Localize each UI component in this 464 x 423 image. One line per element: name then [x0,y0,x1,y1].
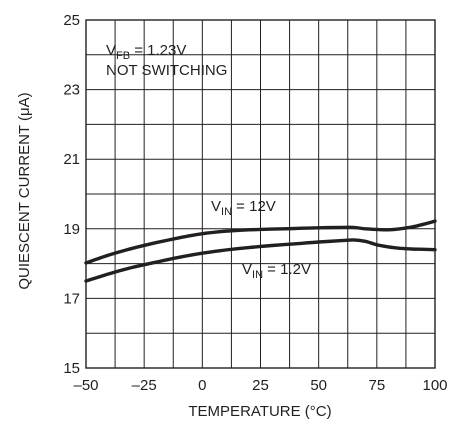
x-tick-label: –25 [132,377,157,394]
x-tick-labels: –50 –25 0 25 50 75 100 [73,377,447,394]
y-axis-label: QUIESCENT CURRENT (μA) [16,92,33,289]
x-axis-label: TEMPERATURE (°C) [188,403,331,420]
x-tick-label: 50 [310,377,327,394]
series-label-vin-12v: VIN = 12V [211,198,276,218]
annotation-vfb: VFB = 1.23V [106,42,186,62]
x-tick-label: 75 [368,377,385,394]
x-tick-label: –50 [73,377,98,394]
series-label-vin-1p2v: VIN = 1.2V [242,261,311,281]
x-tick-label: 25 [252,377,269,394]
x-tick-label: 100 [422,377,447,394]
y-tick-label: 23 [63,82,80,99]
y-tick-label: 21 [63,151,80,168]
y-tick-label: 19 [63,221,80,238]
y-tick-label: 25 [63,12,80,29]
series-line-vin-12v [84,219,437,265]
y-tick-labels: 15 17 19 21 23 25 [63,12,80,377]
annotation-mode: NOT SWITCHING [106,62,227,79]
plot-frame [85,19,436,369]
y-tick-label: 17 [63,290,80,307]
series-lines [84,219,437,283]
series-line-vin-1p2v [84,238,437,283]
y-tick-label: 15 [63,360,80,377]
x-tick-label: 0 [198,377,206,394]
